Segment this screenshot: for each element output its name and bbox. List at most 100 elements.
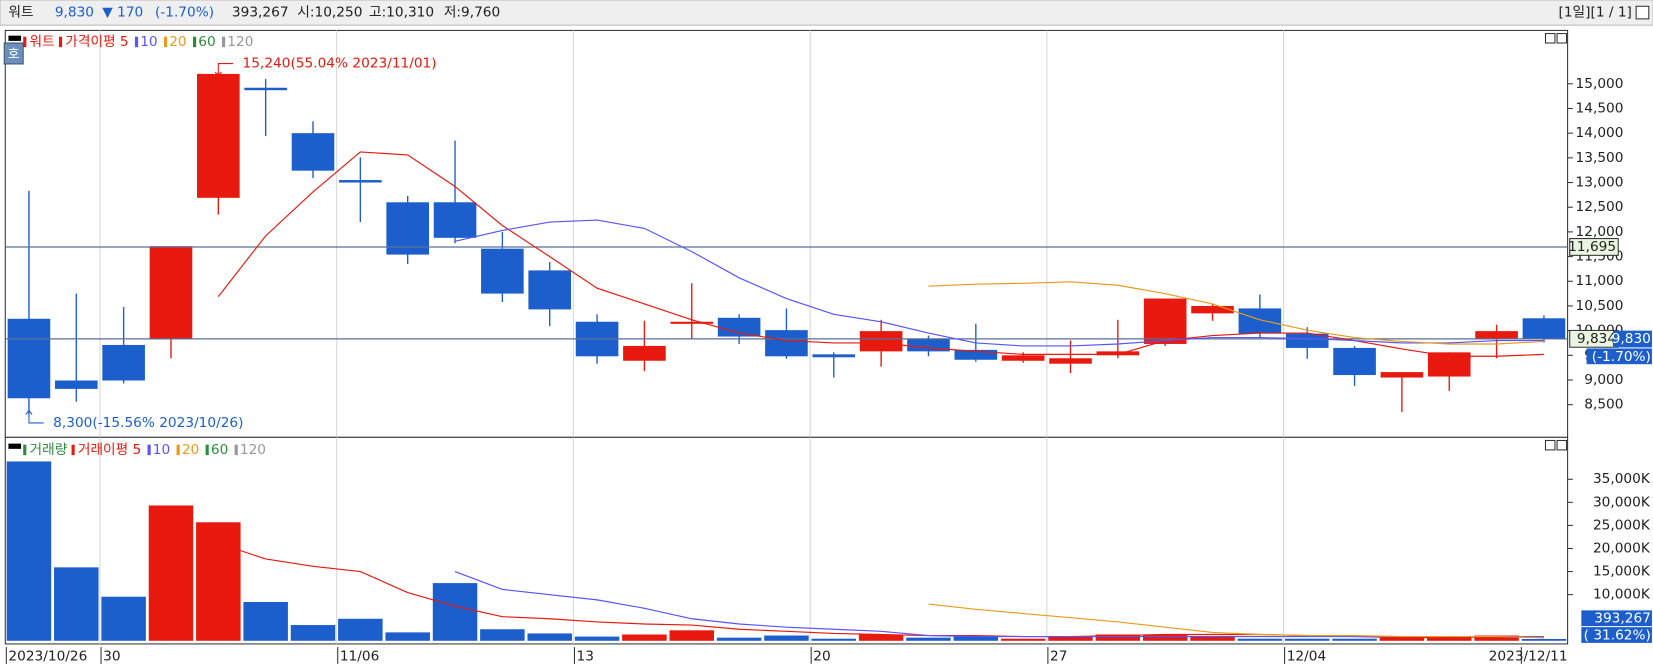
volume-bar <box>6 461 52 641</box>
y-tick-label: 10,500 <box>1576 298 1624 314</box>
candle-body <box>1475 331 1518 340</box>
volume-bar <box>432 583 478 641</box>
high: 고:10,310 <box>369 5 434 21</box>
volume-bar <box>1095 634 1141 641</box>
y-tick-label: 30,000K <box>1593 494 1651 510</box>
legend-label: 20 <box>169 34 186 50</box>
y-tick-label: 12,000 <box>1576 224 1624 240</box>
volume-bar <box>290 625 336 641</box>
y-tick-label: 11,000 <box>1576 273 1624 289</box>
volume-bar <box>1426 636 1472 641</box>
ma-line <box>454 219 1544 347</box>
volume-bar <box>1237 638 1283 641</box>
reference-label: 9,834 <box>1577 331 1616 347</box>
annotation-arrow <box>25 409 44 424</box>
header-bar <box>0 0 1653 26</box>
volume-bar <box>1142 634 1188 641</box>
panel-icon[interactable] <box>1556 439 1568 451</box>
y-tick-label: 10,000K <box>1593 587 1651 603</box>
candle-body <box>291 133 335 171</box>
candle-body <box>197 73 240 198</box>
candle-body <box>1380 372 1424 378</box>
volume-bar <box>622 634 667 641</box>
last-price: 9,830 <box>1612 331 1651 347</box>
y-tick-label: 15,000K <box>1593 564 1651 580</box>
ma-line <box>454 571 1544 638</box>
legend-label: 60 <box>198 34 215 50</box>
candle-body <box>7 318 51 399</box>
volume-bar <box>1474 635 1519 641</box>
annotation: 8,300(-15.56% 2023/10/26) <box>53 415 243 431</box>
candle-body <box>812 354 856 358</box>
candle-body <box>1333 347 1376 376</box>
candle-body <box>433 202 477 238</box>
last-volume-change: ( 31.62%) <box>1584 628 1651 644</box>
panel-icon[interactable] <box>1544 33 1556 44</box>
legend-label: 워트 <box>30 34 55 50</box>
candle-body <box>149 246 193 339</box>
volume-bar <box>338 618 383 641</box>
volume-bar <box>101 596 146 641</box>
legend-label: 5 <box>132 442 141 458</box>
annotation: 15,240(55.04% 2023/11/01) <box>243 56 437 72</box>
legend-swatch <box>205 444 209 456</box>
legend-swatch <box>134 36 139 48</box>
ma-line <box>928 281 1544 345</box>
candle-body <box>1049 358 1092 364</box>
volume-bar <box>385 632 430 641</box>
legend-swatch <box>163 36 168 48</box>
candle-body <box>954 349 998 360</box>
y-tick-label: 14,500 <box>1576 100 1624 116</box>
last-volume: 393,267 <box>1594 611 1651 627</box>
volume-bar <box>1048 636 1093 641</box>
legend-swatch <box>192 36 197 48</box>
legend-swatch <box>23 444 27 456</box>
legend-label: 120 <box>240 442 266 458</box>
legend-label: 거래량 <box>30 442 68 458</box>
candle-body <box>1522 318 1566 340</box>
volume-bar <box>1000 638 1046 641</box>
y-tick-label: 8,500 <box>1584 397 1623 413</box>
panel-icon[interactable] <box>1544 439 1556 451</box>
volume-bar <box>196 522 241 641</box>
x-tick-label: 27 <box>1050 649 1067 665</box>
reference-label-box <box>1569 238 1619 256</box>
y-tick-label: 13,500 <box>1576 150 1624 166</box>
candle-body <box>54 380 98 389</box>
x-tick-label: 11/06 <box>340 649 379 665</box>
change: ▼ 170 <box>102 5 143 21</box>
legend-swatch <box>23 36 27 48</box>
volume-bar <box>148 505 194 641</box>
panel-icon[interactable] <box>1556 33 1568 44</box>
price: 9,830 <box>55 5 94 21</box>
volume-bar <box>906 637 951 641</box>
ma-line <box>217 151 1544 357</box>
volume-bar <box>480 629 525 641</box>
x-tick-label: 2023/10/26 <box>8 649 87 665</box>
volume-bar <box>54 567 99 641</box>
volume-bar <box>1284 638 1330 641</box>
reference-label: 11,695 <box>1568 239 1616 255</box>
x-tick-label: 30 <box>103 649 120 665</box>
candle-body <box>102 344 145 381</box>
window-icon[interactable] <box>1635 5 1650 20</box>
y-tick-label: 15,000 <box>1576 76 1624 92</box>
button-label[interactable]: 호 <box>8 46 20 61</box>
y-tick-label: 14,000 <box>1576 125 1624 141</box>
low: 저:9,760 <box>444 5 500 21</box>
y-tick-label: 12,500 <box>1576 199 1624 215</box>
legend-icon <box>8 443 22 449</box>
y-tick-label: 13,000 <box>1576 175 1624 191</box>
x-tick-label: 20 <box>813 649 830 665</box>
volume-bar <box>716 637 762 641</box>
volume-bar <box>527 633 572 641</box>
annotation-arrow <box>214 63 234 78</box>
candle-body <box>528 270 572 310</box>
x-tick-label: 12/04 <box>1287 649 1326 665</box>
volume-bar <box>1190 636 1235 641</box>
volume-bar <box>1332 638 1377 641</box>
button[interactable] <box>3 42 24 65</box>
period[interactable]: [1일][1 / 1] <box>1558 5 1631 21</box>
last-change-box <box>1586 348 1652 365</box>
